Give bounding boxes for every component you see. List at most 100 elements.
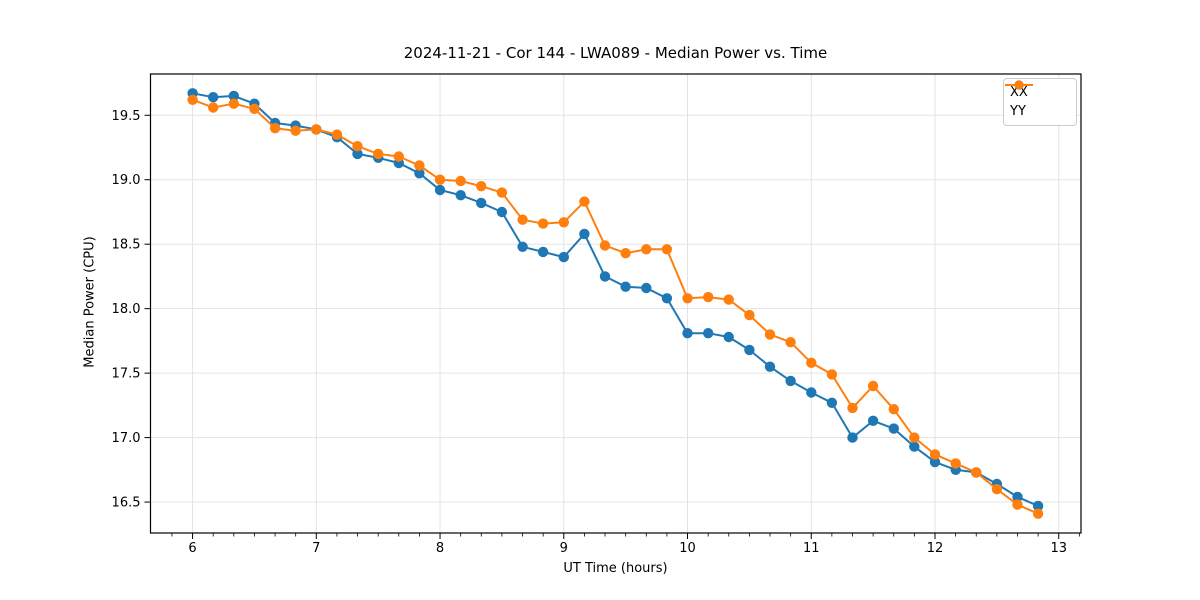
data-point-yy <box>434 174 446 185</box>
data-point-yy <box>703 291 714 303</box>
x-tick-label: 6 <box>188 541 196 556</box>
series-line-yy <box>192 98 1039 515</box>
data-point-yy <box>208 102 219 113</box>
data-point-yy <box>414 160 425 171</box>
data-point-xx <box>208 92 219 103</box>
data-point-xx <box>496 206 508 218</box>
x-tick-label: 7 <box>312 541 320 556</box>
legend: XX YY <box>1003 78 1077 126</box>
data-point-yy <box>641 244 652 255</box>
data-point-yy <box>393 151 404 162</box>
data-point-xx <box>929 456 941 468</box>
data-point-xx <box>661 293 673 304</box>
data-point-xx <box>641 282 652 294</box>
data-point-yy <box>1032 508 1044 519</box>
legend-marker-yy <box>1005 80 1033 90</box>
data-point-yy <box>455 175 466 187</box>
data-point-xx <box>414 168 425 179</box>
legend-entry-yy: YY <box>1005 80 1070 121</box>
data-point-yy <box>847 402 858 414</box>
data-point-yy <box>496 187 508 198</box>
data-point-xx <box>579 228 590 240</box>
data-point-yy <box>290 125 301 136</box>
data-point-yy <box>269 123 281 134</box>
data-point-yy <box>806 357 817 368</box>
data-point-yy <box>373 148 384 160</box>
plot-border <box>149 73 1082 534</box>
data-point-xx <box>806 387 817 398</box>
data-point-xx <box>1032 500 1044 512</box>
data-point-xx <box>434 184 446 196</box>
data-point-xx <box>909 441 920 452</box>
x-tick-label: 8 <box>436 541 444 556</box>
data-point-yy <box>476 181 487 192</box>
data-point-xx <box>785 375 796 387</box>
legend-label-yy: YY <box>1010 104 1026 119</box>
data-point-yy <box>867 380 879 392</box>
data-point-xx <box>352 148 363 160</box>
data-point-yy <box>579 196 590 207</box>
data-point-xx <box>847 432 858 443</box>
data-point-yy <box>682 293 693 304</box>
legend-label-xx: XX <box>1010 85 1028 100</box>
x-axis-label: UT Time (hours) <box>563 561 668 576</box>
data-point-yy <box>1012 499 1023 510</box>
data-point-xx <box>723 331 734 343</box>
data-point-yy <box>187 94 198 106</box>
data-point-yy <box>764 329 776 340</box>
data-point-yy <box>599 240 611 251</box>
data-point-yy <box>517 214 528 225</box>
data-point-yy <box>537 218 549 229</box>
y-tick-label: 16.5 <box>112 496 141 511</box>
data-point-yy <box>249 103 260 115</box>
data-point-yy <box>723 294 734 305</box>
y-tick-label: 19.5 <box>112 109 141 124</box>
data-point-yy <box>826 369 838 380</box>
x-tick-label: 9 <box>560 541 568 556</box>
data-point-xx <box>1012 491 1023 503</box>
data-point-yy <box>929 449 941 460</box>
y-tick-label: 17.5 <box>112 367 141 382</box>
data-point-yy <box>311 124 322 135</box>
data-point-xx <box>826 397 838 408</box>
data-point-xx <box>517 241 528 252</box>
x-tick-label: 13 <box>1050 541 1067 556</box>
data-point-yy <box>620 248 631 259</box>
data-point-xx <box>228 90 239 102</box>
y-tick-label: 17.0 <box>112 431 141 446</box>
data-point-yy <box>744 309 755 321</box>
chart-title: 2024-11-21 - Cor 144 - LWA089 - Median P… <box>403 44 828 62</box>
data-point-yy <box>331 129 343 140</box>
data-point-xx <box>476 197 487 209</box>
y-axis-label: Median Power (CPU) <box>82 236 98 368</box>
x-tick-label: 10 <box>679 541 696 556</box>
data-point-yy <box>558 217 569 228</box>
data-point-xx <box>599 271 611 282</box>
y-tick-label: 18.5 <box>112 238 141 253</box>
y-tick-label: 18.0 <box>112 302 141 317</box>
data-point-yy <box>888 404 899 415</box>
data-point-yy <box>950 458 961 469</box>
x-tick-label: 11 <box>803 541 820 556</box>
data-point-xx <box>703 328 714 339</box>
data-point-yy <box>228 98 239 109</box>
data-point-xx <box>537 246 549 258</box>
data-point-xx <box>558 251 569 263</box>
data-point-yy <box>971 467 982 478</box>
data-point-xx <box>682 328 693 339</box>
data-point-xx <box>455 190 466 201</box>
data-point-xx <box>620 281 631 292</box>
data-point-xx <box>867 415 879 426</box>
data-point-xx <box>744 344 755 356</box>
data-point-xx <box>888 423 899 434</box>
data-point-yy <box>991 484 1003 495</box>
data-point-yy <box>661 244 673 255</box>
x-tick-label: 12 <box>927 541 944 556</box>
data-point-yy <box>785 337 796 348</box>
data-point-yy <box>909 432 920 443</box>
data-point-xx <box>764 361 776 372</box>
y-tick-label: 19.0 <box>112 173 141 188</box>
data-point-yy <box>352 141 363 152</box>
